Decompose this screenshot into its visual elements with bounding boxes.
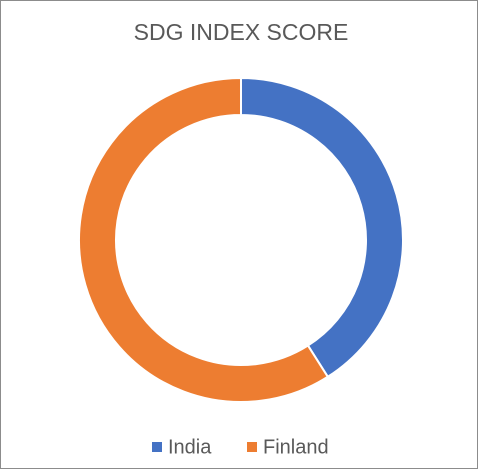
donut-segment [78,76,330,403]
donut-segment [240,76,404,379]
legend-swatch [152,442,162,452]
legend-label: India [168,436,212,458]
legend-swatch [247,442,257,452]
legend-label: Finland [263,436,329,458]
chart-title: SDG INDEX SCORE [134,19,349,45]
